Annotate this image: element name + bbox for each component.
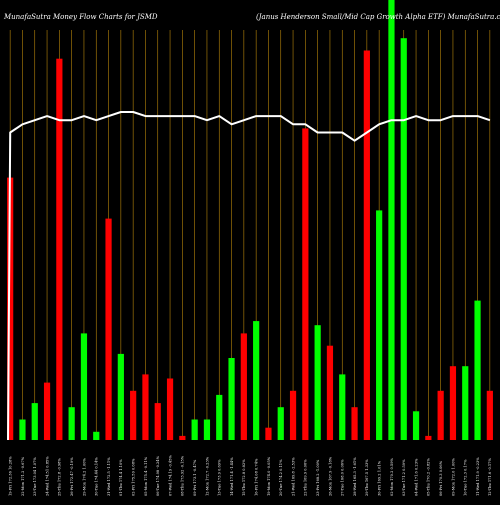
x-tick-label: 19-Mon 174.0 -0.05% bbox=[267, 456, 271, 496]
volume-bar bbox=[142, 374, 149, 440]
volume-bar bbox=[179, 435, 186, 440]
x-tick-label: 09-Fri 173.1 -0.47% bbox=[193, 459, 197, 496]
volume-bar bbox=[265, 427, 272, 440]
volume-bar bbox=[314, 325, 321, 440]
x-tick-label: 05-Thu 170.2 -0.82% bbox=[427, 458, 431, 496]
volume-bar bbox=[326, 345, 334, 440]
x-tick-label: 12-Mon 172.7 -0.23% bbox=[205, 456, 209, 496]
volume-bar bbox=[117, 353, 124, 440]
volume-bar bbox=[191, 419, 198, 440]
x-tick-label: 04-Wed 171.6 0.23% bbox=[414, 458, 418, 496]
volume-bar bbox=[412, 411, 420, 440]
volume-bar bbox=[80, 333, 88, 440]
x-tick-label: 16-Fri 174.08 0.74% bbox=[254, 458, 258, 496]
x-tick-label: 06-Fri 170.3 0.06% bbox=[439, 460, 443, 496]
x-tick-label: 06-Tue 174.98 -0.24% bbox=[156, 455, 160, 496]
volume-bar bbox=[166, 378, 174, 440]
x-tick-label: 02-Mon 170.2 0.59% bbox=[390, 457, 394, 496]
x-tick-label: 01-Thu 174.4 1.10% bbox=[119, 459, 123, 496]
x-tick-label: 29-Thu 167.5 1.33% bbox=[365, 459, 369, 496]
x-tick-label: 05-Mon 175.4 -0.11% bbox=[144, 456, 148, 496]
volume-bar bbox=[19, 419, 26, 440]
x-tick-label: 15-Thu 172.8 0.82% bbox=[242, 459, 246, 496]
x-tick-label: 31-Wed 172.5 -1.11% bbox=[107, 457, 111, 496]
volume-bar bbox=[253, 321, 260, 440]
chart-title-right: (Janus Henderson Small/Mid Cap Growth Al… bbox=[256, 13, 500, 21]
x-tick-label: 21-Wed 169.8 -2.53% bbox=[291, 457, 295, 496]
x-tick-label: 29-Mon 174.2 1.00% bbox=[82, 457, 86, 496]
volume-bar bbox=[154, 403, 161, 440]
x-tick-label: 14-Wed 171.4 -1.44% bbox=[230, 457, 234, 496]
x-tick-labels: 19-Fri 172.36 10.28% 22-Mon 171.2 -0.67% 2… bbox=[8, 455, 492, 496]
x-tick-label: 26-Fri 172.47 -0.19% bbox=[70, 457, 74, 496]
volume-bar bbox=[376, 210, 383, 440]
volume-bar bbox=[43, 382, 51, 440]
x-tick-label: 23-Fri 168.2 -1.00% bbox=[316, 459, 320, 496]
volume-bar bbox=[216, 394, 223, 440]
volume-bar bbox=[68, 407, 75, 440]
x-tick-label: 11-Wed 171.9 -0.23% bbox=[476, 457, 480, 496]
volume-bar bbox=[203, 419, 211, 440]
volume-bar bbox=[302, 128, 309, 440]
volume-bars bbox=[7, 0, 493, 440]
volume-bar bbox=[449, 366, 457, 440]
volume-bar bbox=[277, 407, 284, 440]
volume-bar bbox=[7, 177, 14, 440]
x-tick-label: 03-Tue 171.2 0.59% bbox=[402, 459, 406, 496]
price-line bbox=[7, 111, 491, 441]
x-tick-label: 07-Wed 174.19 -0.45% bbox=[168, 455, 172, 496]
volume-bar bbox=[31, 403, 38, 440]
volume-bar bbox=[56, 58, 63, 440]
volume-bar bbox=[462, 366, 469, 440]
volume-bar bbox=[351, 407, 358, 440]
volume-bar bbox=[437, 390, 444, 440]
volume-bar bbox=[240, 333, 247, 440]
x-tick-label: 30-Fri 169.2 1.01% bbox=[377, 460, 381, 496]
volume-bar bbox=[388, 0, 395, 440]
x-tick-label: 20-Tue 174.2 0.11% bbox=[279, 459, 283, 496]
x-tick-label: 26-Mon 167.9 -0.18% bbox=[328, 456, 332, 496]
x-tick-label: 25-Thu 172.8 -0.98% bbox=[58, 458, 62, 496]
x-tick-label: 27-Tue 168.0 0.06% bbox=[341, 459, 345, 496]
volume-bar bbox=[93, 431, 100, 440]
volume-bar bbox=[400, 38, 407, 440]
x-tick-label: 22-Mon 171.2 -0.67% bbox=[21, 456, 25, 496]
volume-bar bbox=[363, 50, 370, 440]
volume-bar bbox=[425, 435, 432, 440]
volume-bar bbox=[105, 218, 112, 440]
x-tick-label: 13-Tue 173.9 0.69% bbox=[218, 459, 222, 496]
x-tick-label: 28-Wed 165.3 -1.61% bbox=[353, 457, 357, 496]
x-tick-label: 30-Tue 174.44 0.14% bbox=[95, 457, 99, 496]
x-tick-label: 02-Fri 175.59 0.68% bbox=[131, 458, 135, 496]
x-tick-label: 09-Mon 172.0 1.00% bbox=[451, 457, 455, 496]
volume-bar bbox=[339, 374, 346, 440]
volume-bar bbox=[130, 390, 137, 440]
x-tick-label: 19-Fri 172.36 10.28% bbox=[8, 456, 12, 496]
x-tick-label: 12-Thu 171.6 -0.17% bbox=[488, 458, 492, 496]
volume-bar bbox=[486, 390, 493, 440]
x-tick-label: 22-Thu 169.9 0.06% bbox=[304, 459, 308, 496]
x-tick-label: 23-Tue 173.04 1.07% bbox=[33, 457, 37, 496]
volume-bar bbox=[228, 358, 235, 440]
x-tick-label: 24-Wed 174.51 0.85% bbox=[45, 456, 49, 496]
chart-title-left: MunafaSutra Money Flow Charts for JSMD bbox=[3, 13, 158, 21]
x-tick-label: 08-Thu 173.92 -0.15% bbox=[181, 455, 185, 496]
volume-bar bbox=[474, 300, 481, 440]
x-tick-label: 10-Tue 172.3 0.17% bbox=[464, 459, 468, 496]
price-line-layer bbox=[7, 111, 491, 441]
volume-bar bbox=[289, 390, 297, 440]
